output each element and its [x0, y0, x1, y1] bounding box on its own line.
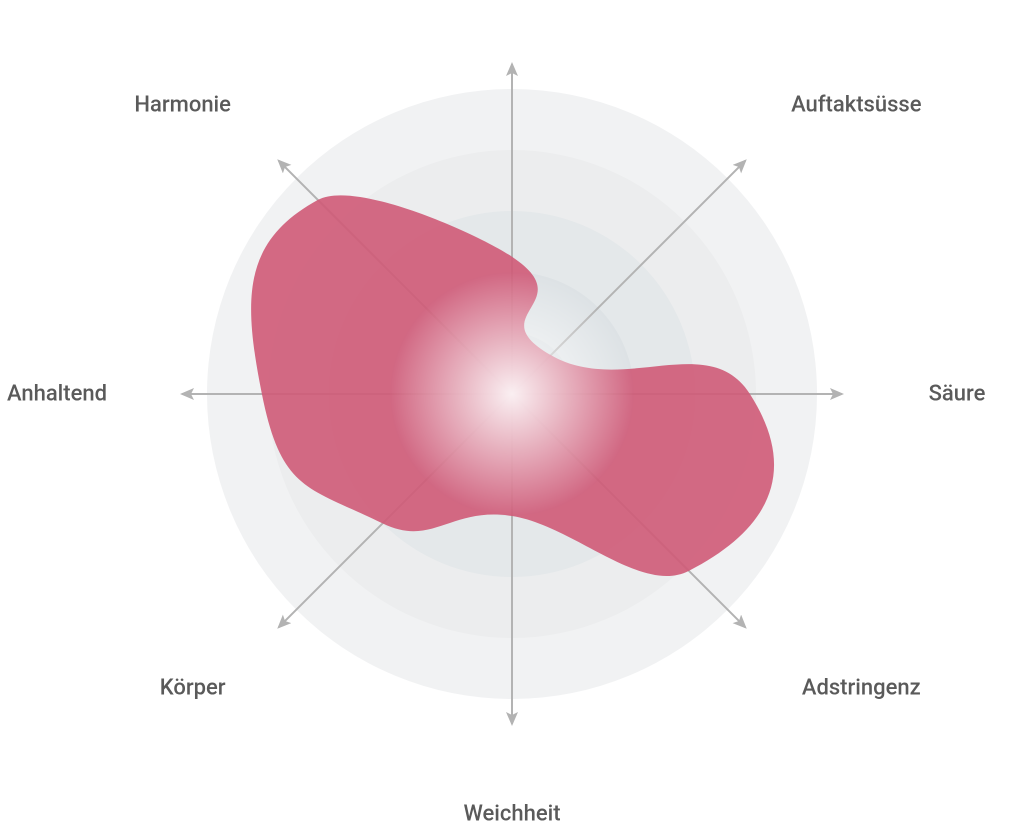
axis-label: Säure [929, 382, 986, 407]
axis-label: Weichheit [463, 802, 560, 827]
axis-label: Körper [160, 676, 226, 701]
axis-label: Auftaktsüsse [791, 92, 921, 117]
axis-label: Adstringenz [802, 676, 921, 701]
radar-chart: SpritzigkeitAuftaktsüsseSäureAdstringenz… [0, 0, 1024, 789]
radar-svg [0, 0, 1024, 789]
center-glow [390, 272, 634, 516]
axis-label: Anhaltend [7, 382, 107, 407]
axis-label: Harmonie [134, 92, 231, 117]
